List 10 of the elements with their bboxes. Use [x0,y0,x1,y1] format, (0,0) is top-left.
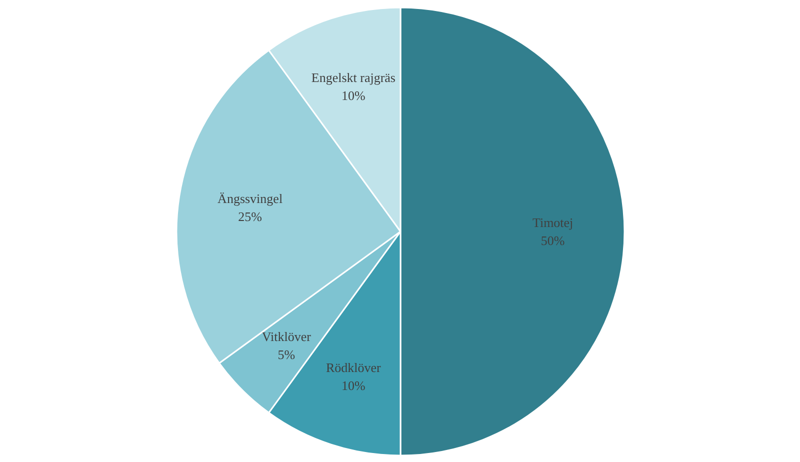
slice-label: Ängssvingel [218,191,283,206]
data-label: 10% [342,88,366,104]
data-label: 10% [342,378,366,393]
slice-label: Timotej [532,215,574,230]
data-label: 25% [238,209,262,224]
data-label: 5% [278,347,296,362]
slice-label: Engelskt rajgräs [311,70,396,86]
data-label: 50% [540,233,565,248]
slice-label: Rödklöver [326,360,382,375]
slice-label: Vitklöver [262,329,312,344]
